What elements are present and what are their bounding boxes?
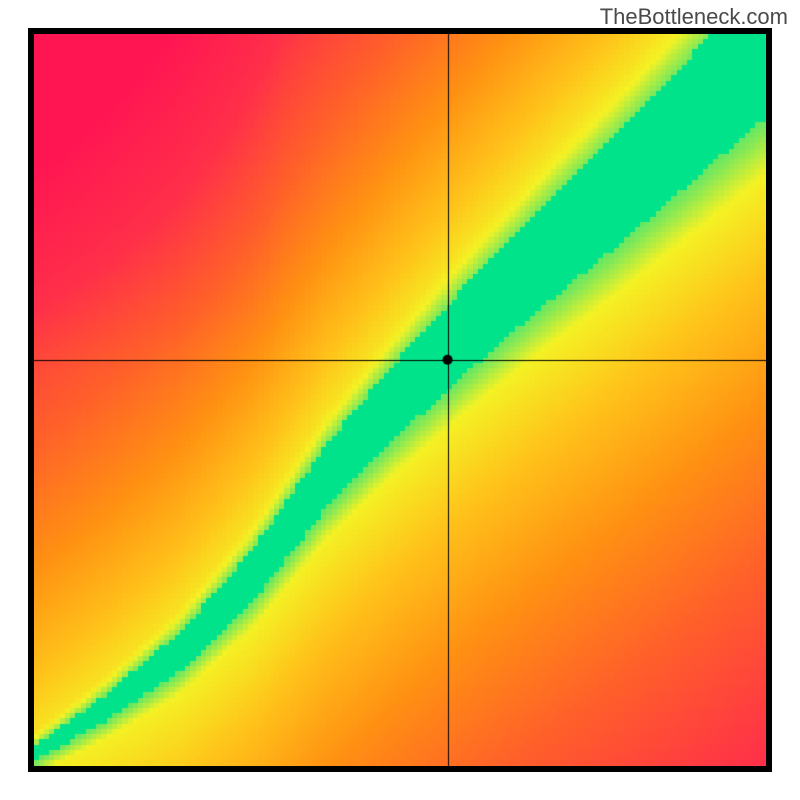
heatmap-canvas bbox=[34, 34, 766, 766]
heatmap-plot bbox=[34, 34, 766, 766]
chart-frame bbox=[28, 28, 772, 772]
watermark-text: TheBottleneck.com bbox=[600, 4, 788, 30]
